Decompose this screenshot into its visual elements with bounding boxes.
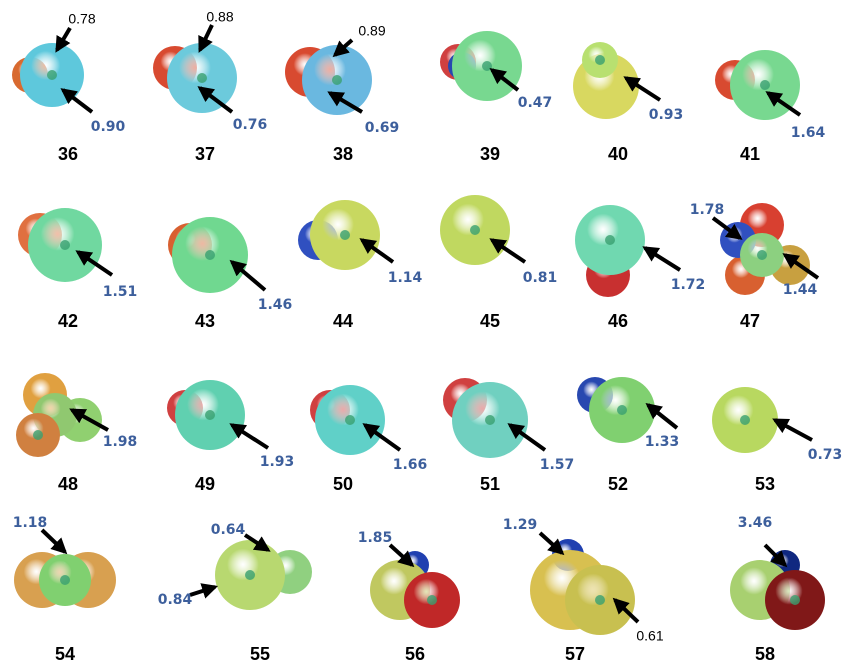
atom	[197, 73, 207, 83]
atom	[47, 70, 57, 80]
atom	[427, 595, 437, 605]
atom	[617, 405, 627, 415]
figure: 36 0.78 0.90 37 0.88 0.76 38 0.89 0.69 39 0.47 40 0.…	[0, 0, 844, 662]
molecule-id: 50	[333, 474, 353, 494]
annotation-value: 3.46	[738, 515, 773, 531]
atom	[205, 250, 215, 260]
molecule-id: 36	[58, 144, 78, 164]
molecule-id: 48	[58, 474, 78, 494]
annotation-value: 1.98	[103, 434, 138, 450]
annotation-value: 1.51	[103, 284, 138, 300]
molecule-id: 54	[55, 644, 75, 662]
surfaces	[12, 31, 825, 635]
annotation-value: 1.64	[791, 125, 826, 141]
atom	[790, 595, 800, 605]
annotation-value: 1.14	[388, 270, 423, 286]
annotation-value: 1.44	[783, 282, 818, 298]
atom	[340, 230, 350, 240]
atom	[60, 575, 70, 585]
molecule-id: 42	[58, 311, 78, 331]
molecule-id: 43	[195, 311, 215, 331]
arrow	[42, 530, 65, 552]
atom	[595, 55, 605, 65]
annotation-value: 1.66	[393, 457, 428, 473]
annotation-value: 0.88	[206, 9, 233, 25]
molecule-id: 47	[740, 311, 760, 331]
molecule-id: 38	[333, 144, 353, 164]
annotation-value: 1.33	[645, 434, 680, 450]
molecule-id: 45	[480, 311, 500, 331]
molecule-id: 55	[250, 644, 270, 662]
arrow	[775, 420, 812, 440]
annotation-value: 1.29	[503, 517, 538, 533]
annotation-value: 0.81	[523, 270, 558, 286]
molecule-id: 56	[405, 644, 425, 662]
arrow	[645, 248, 680, 270]
atom	[60, 240, 70, 250]
molecule-id: 49	[195, 474, 215, 494]
molecule-id: 39	[480, 144, 500, 164]
atom	[760, 80, 770, 90]
annotation-value: 0.93	[649, 107, 684, 123]
annotation-value: 0.64	[211, 522, 246, 538]
annotation-value: 1.85	[358, 530, 393, 546]
atom	[470, 225, 480, 235]
atom	[740, 415, 750, 425]
annotation-value: 0.89	[358, 23, 385, 39]
molecule-id: 37	[195, 144, 215, 164]
molecule-id: 53	[755, 474, 775, 494]
annotation-value: 1.72	[671, 277, 706, 293]
atom	[595, 595, 605, 605]
annotation-value: 1.57	[540, 457, 575, 473]
molecule-id: 57	[565, 644, 585, 662]
atom	[482, 61, 492, 71]
atom	[345, 415, 355, 425]
annotation-value: 1.18	[13, 515, 48, 531]
atom	[33, 430, 43, 440]
annotation-value: 0.78	[68, 11, 95, 27]
atom	[757, 250, 767, 260]
annotation-value: 0.61	[636, 628, 663, 644]
molecule-id: 40	[608, 144, 628, 164]
molecule-id: 41	[740, 144, 760, 164]
atom	[605, 235, 615, 245]
annotation-value: 1.93	[260, 454, 295, 470]
annotation-value: 0.47	[518, 95, 553, 111]
atom	[205, 410, 215, 420]
atom	[485, 415, 495, 425]
atom	[245, 570, 255, 580]
molecule-id: 52	[608, 474, 628, 494]
molecule-id: 51	[480, 474, 500, 494]
molecule-id: 58	[755, 644, 775, 662]
annotation-value: 0.73	[808, 447, 843, 463]
molecule-id: 44	[333, 311, 353, 331]
arrow	[190, 587, 215, 595]
annotation-value: 1.46	[258, 297, 293, 313]
annotation-value: 1.78	[690, 202, 725, 218]
annotation-value: 0.84	[158, 592, 193, 608]
annotation-value: 0.76	[233, 117, 268, 133]
annotation-value: 0.69	[365, 120, 400, 136]
molecule-id: 46	[608, 311, 628, 331]
atom	[332, 75, 342, 85]
annotation-value: 0.90	[91, 119, 126, 135]
